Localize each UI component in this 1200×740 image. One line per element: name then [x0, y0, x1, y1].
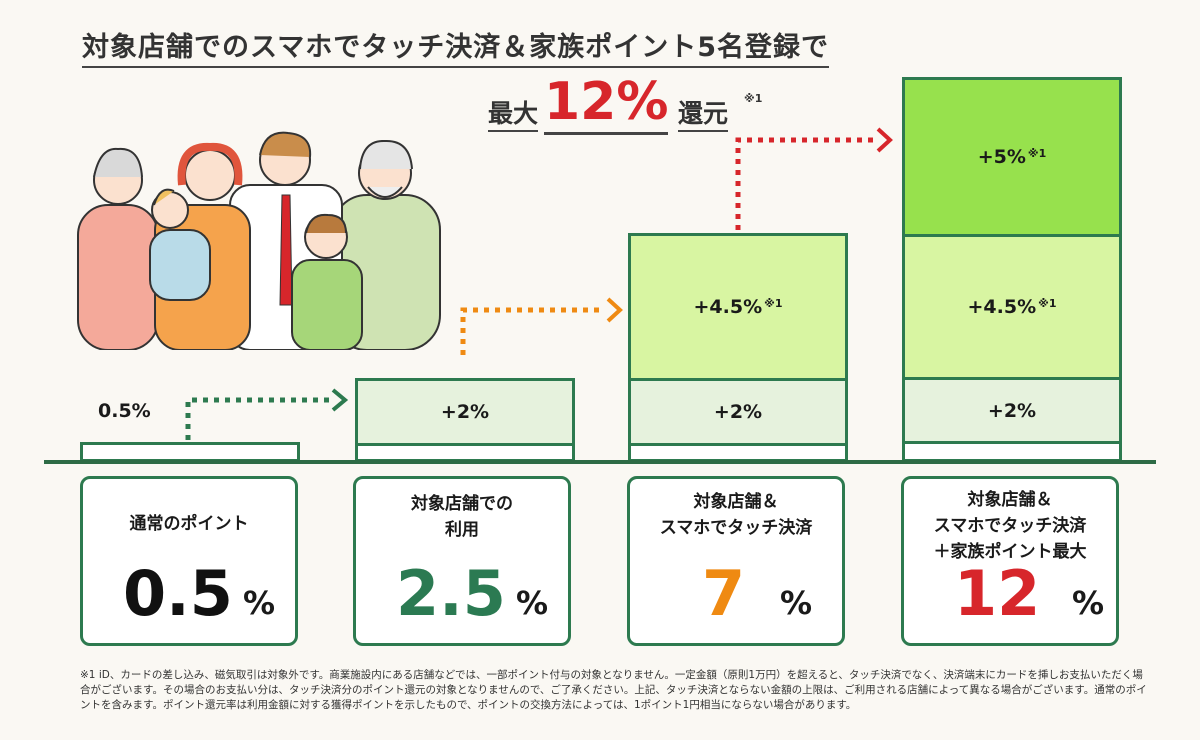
bar3-lower-label: +2% — [713, 401, 763, 423]
card-family-points: 対象店舗＆ スマホでタッチ決済 ＋家族ポイント最大 12 % — [901, 476, 1119, 646]
card-value: 0.5 — [123, 557, 233, 630]
green-arrowhead — [331, 388, 349, 412]
grandmother-figure — [77, 147, 159, 350]
bar4-base — [902, 441, 1122, 462]
bar3-upper-label: +4.5% — [693, 296, 763, 318]
headline-suffix: 還元 — [678, 94, 729, 132]
bar3-upper-note: ※1 — [764, 296, 783, 310]
bar4-lower-label: +2% — [987, 399, 1037, 422]
red-arrowhead — [876, 127, 893, 153]
card-value: 2.5 — [396, 557, 506, 630]
orange-arrowhead — [606, 297, 623, 323]
bar4-mid-note: ※1 — [1038, 296, 1057, 310]
bar4-mid-label: +4.5% — [967, 296, 1037, 318]
footnote: ※1 iD、カードの差し込み、磁気取引は対象外です。商業施設内にある店舗などでは… — [80, 669, 1147, 711]
card-label: 対象店舗での 利用 — [411, 494, 513, 540]
bar1-label: 0.5% — [98, 400, 151, 422]
bar4-top-label: +5% — [977, 146, 1026, 168]
card-touch-payment: 対象店舗＆ スマホでタッチ決済 7 % — [627, 476, 845, 646]
card-unit: % — [780, 584, 813, 622]
chart-baseline — [44, 460, 1156, 464]
bar2-label: +2% — [440, 401, 490, 423]
bar4-segment-5pct: +5% ※1 — [902, 77, 1122, 237]
card-unit: % — [243, 584, 276, 622]
headline-line1: 対象店舗でのスマホでタッチ決済＆家族ポイント5名登録で — [82, 30, 829, 68]
bar1-base — [80, 442, 300, 462]
bar4-segment-2pct: +2% — [902, 377, 1122, 444]
card-label: 通常のポイント — [129, 514, 249, 534]
card-unit: % — [516, 584, 549, 622]
card-value: 12 — [954, 557, 1041, 630]
headline-big-percent: 12% — [544, 72, 669, 135]
bar2-segment-2pct: +2% — [355, 378, 575, 446]
family-illustration — [77, 131, 441, 350]
green-dotted-arrow — [185, 397, 330, 440]
red-dotted-arrow — [735, 137, 875, 230]
orange-dotted-arrow — [460, 307, 605, 355]
card-unit: % — [1072, 584, 1105, 622]
card-label: 対象店舗＆ スマホでタッチ決済 — [659, 492, 813, 538]
card-label: 対象店舗＆ スマホでタッチ決済 ＋家族ポイント最大 — [933, 490, 1087, 562]
headline-note-mark: ※1 — [744, 92, 763, 105]
card-value: 7 — [702, 557, 746, 630]
card-store-usage: 対象店舗での 利用 2.5 % — [353, 476, 571, 646]
bar4-top-note: ※1 — [1027, 146, 1047, 160]
card-normal-points: 通常のポイント 0.5 % — [80, 476, 298, 646]
boy-figure — [291, 213, 363, 350]
baby-figure — [149, 188, 211, 301]
bar3-segment-4-5pct: +4.5% ※1 — [628, 233, 848, 381]
bar3-segment-2pct: +2% — [628, 378, 848, 446]
headline-prefix: 最大 — [488, 94, 539, 132]
bar4-segment-4-5pct: +4.5% ※1 — [902, 234, 1122, 380]
